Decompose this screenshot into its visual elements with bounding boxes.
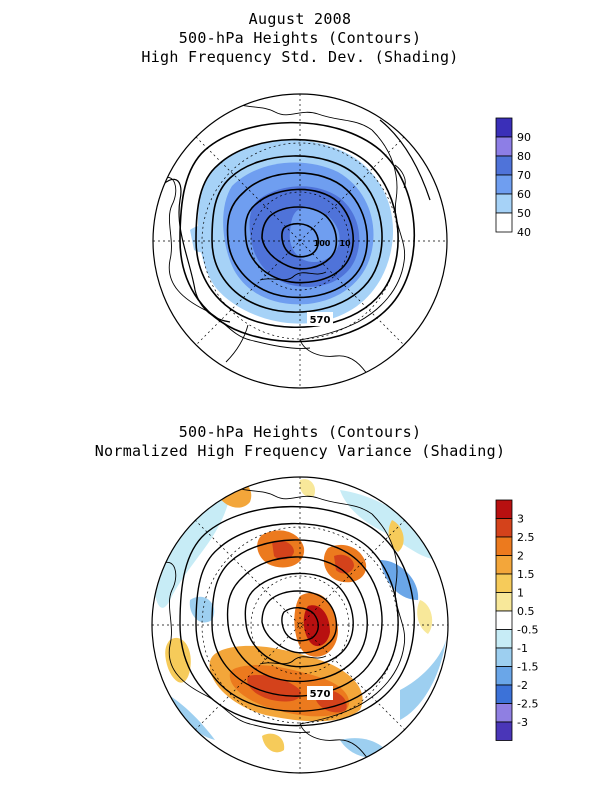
bottom-polar-map: 570 — [151, 476, 449, 774]
colorbar-swatch — [495, 536, 513, 556]
colorbar-swatch — [495, 555, 513, 575]
top-map-border — [152, 93, 448, 389]
colorbar-swatch — [495, 721, 513, 741]
bottom-colorbar: 3 2.5 2 1.5 1 0.5 -0.5 -1 -1.5 -2 -2.5 -3 — [495, 499, 538, 741]
colorbar-tick-label: 90 — [517, 131, 531, 144]
bottom-contour-label-570: 570 — [310, 689, 331, 700]
colorbar-tick-label: 2.5 — [517, 531, 535, 544]
colorbar-tick-label: 2 — [517, 550, 524, 563]
colorbar-swatch — [495, 136, 513, 157]
top-map-title: August 2008 500-hPa Heights (Contours) H… — [0, 10, 600, 67]
colorbar-tick-label: 1.5 — [517, 568, 535, 581]
top-inner-label-100: 100 — [314, 239, 331, 248]
colorbar-swatch — [495, 647, 513, 667]
title-line-contours: 500-hPa Heights (Contours) — [178, 423, 422, 441]
colorbar-tick-label: 50 — [517, 207, 531, 220]
bottom-height-contours — [179, 505, 415, 727]
colorbar-swatch — [495, 174, 513, 195]
title-line-shading: Normalized High Frequency Variance (Shad… — [94, 442, 506, 460]
top-contour-label-570: 570 — [310, 315, 331, 326]
colorbar-swatch — [495, 592, 513, 612]
top-colorbar: 90 80 70 60 50 40 — [495, 117, 531, 239]
title-line-contours: 500-hPa Heights (Contours) — [178, 29, 422, 47]
colorbar-tick-label: 1 — [517, 587, 524, 600]
bottom-contour-label-box — [307, 686, 333, 700]
colorbar-tick-label: 70 — [517, 169, 531, 182]
colorbar-tick-label: 0.5 — [517, 605, 535, 618]
colorbar-swatch — [495, 684, 513, 704]
top-inner-label-10: 10 — [339, 239, 351, 248]
bottom-map-border — [151, 476, 449, 774]
colorbar-tick-label: -1.5 — [517, 661, 538, 674]
colorbar-swatch — [495, 193, 513, 214]
top-contour-label-box — [307, 312, 333, 326]
colorbar-tick-label: 3 — [517, 513, 524, 526]
colorbar-swatch — [495, 212, 513, 233]
colorbar-swatch — [495, 155, 513, 176]
colorbar-swatch — [495, 610, 513, 630]
title-line-shading: High Frequency Std. Dev. (Shading) — [141, 48, 459, 66]
colorbar-tick-label: 80 — [517, 150, 531, 163]
colorbar-swatch — [495, 573, 513, 593]
colorbar-tick-label: 60 — [517, 188, 531, 201]
top-polar-map: 570 100 10 — [152, 93, 448, 389]
colorbar-swatch — [495, 117, 513, 138]
colorbar-tick-label: -2.5 — [517, 698, 538, 711]
top-height-contours — [179, 121, 416, 343]
colorbar-tick-label: -1 — [517, 642, 528, 655]
top-outer-contours — [153, 119, 431, 323]
colorbar-swatch — [495, 499, 513, 519]
colorbar-swatch — [495, 666, 513, 686]
bottom-map-title: 500-hPa Heights (Contours) Normalized Hi… — [0, 423, 600, 461]
title-line-date: August 2008 — [248, 10, 352, 28]
colorbar-tick-label: -0.5 — [517, 624, 538, 637]
colorbar-tick-label: -3 — [517, 716, 528, 729]
colorbar-tick-label: 40 — [517, 226, 531, 239]
colorbar-tick-label: -2 — [517, 679, 528, 692]
colorbar-swatch — [495, 703, 513, 723]
colorbar-swatch — [495, 518, 513, 538]
colorbar-swatch — [495, 629, 513, 649]
